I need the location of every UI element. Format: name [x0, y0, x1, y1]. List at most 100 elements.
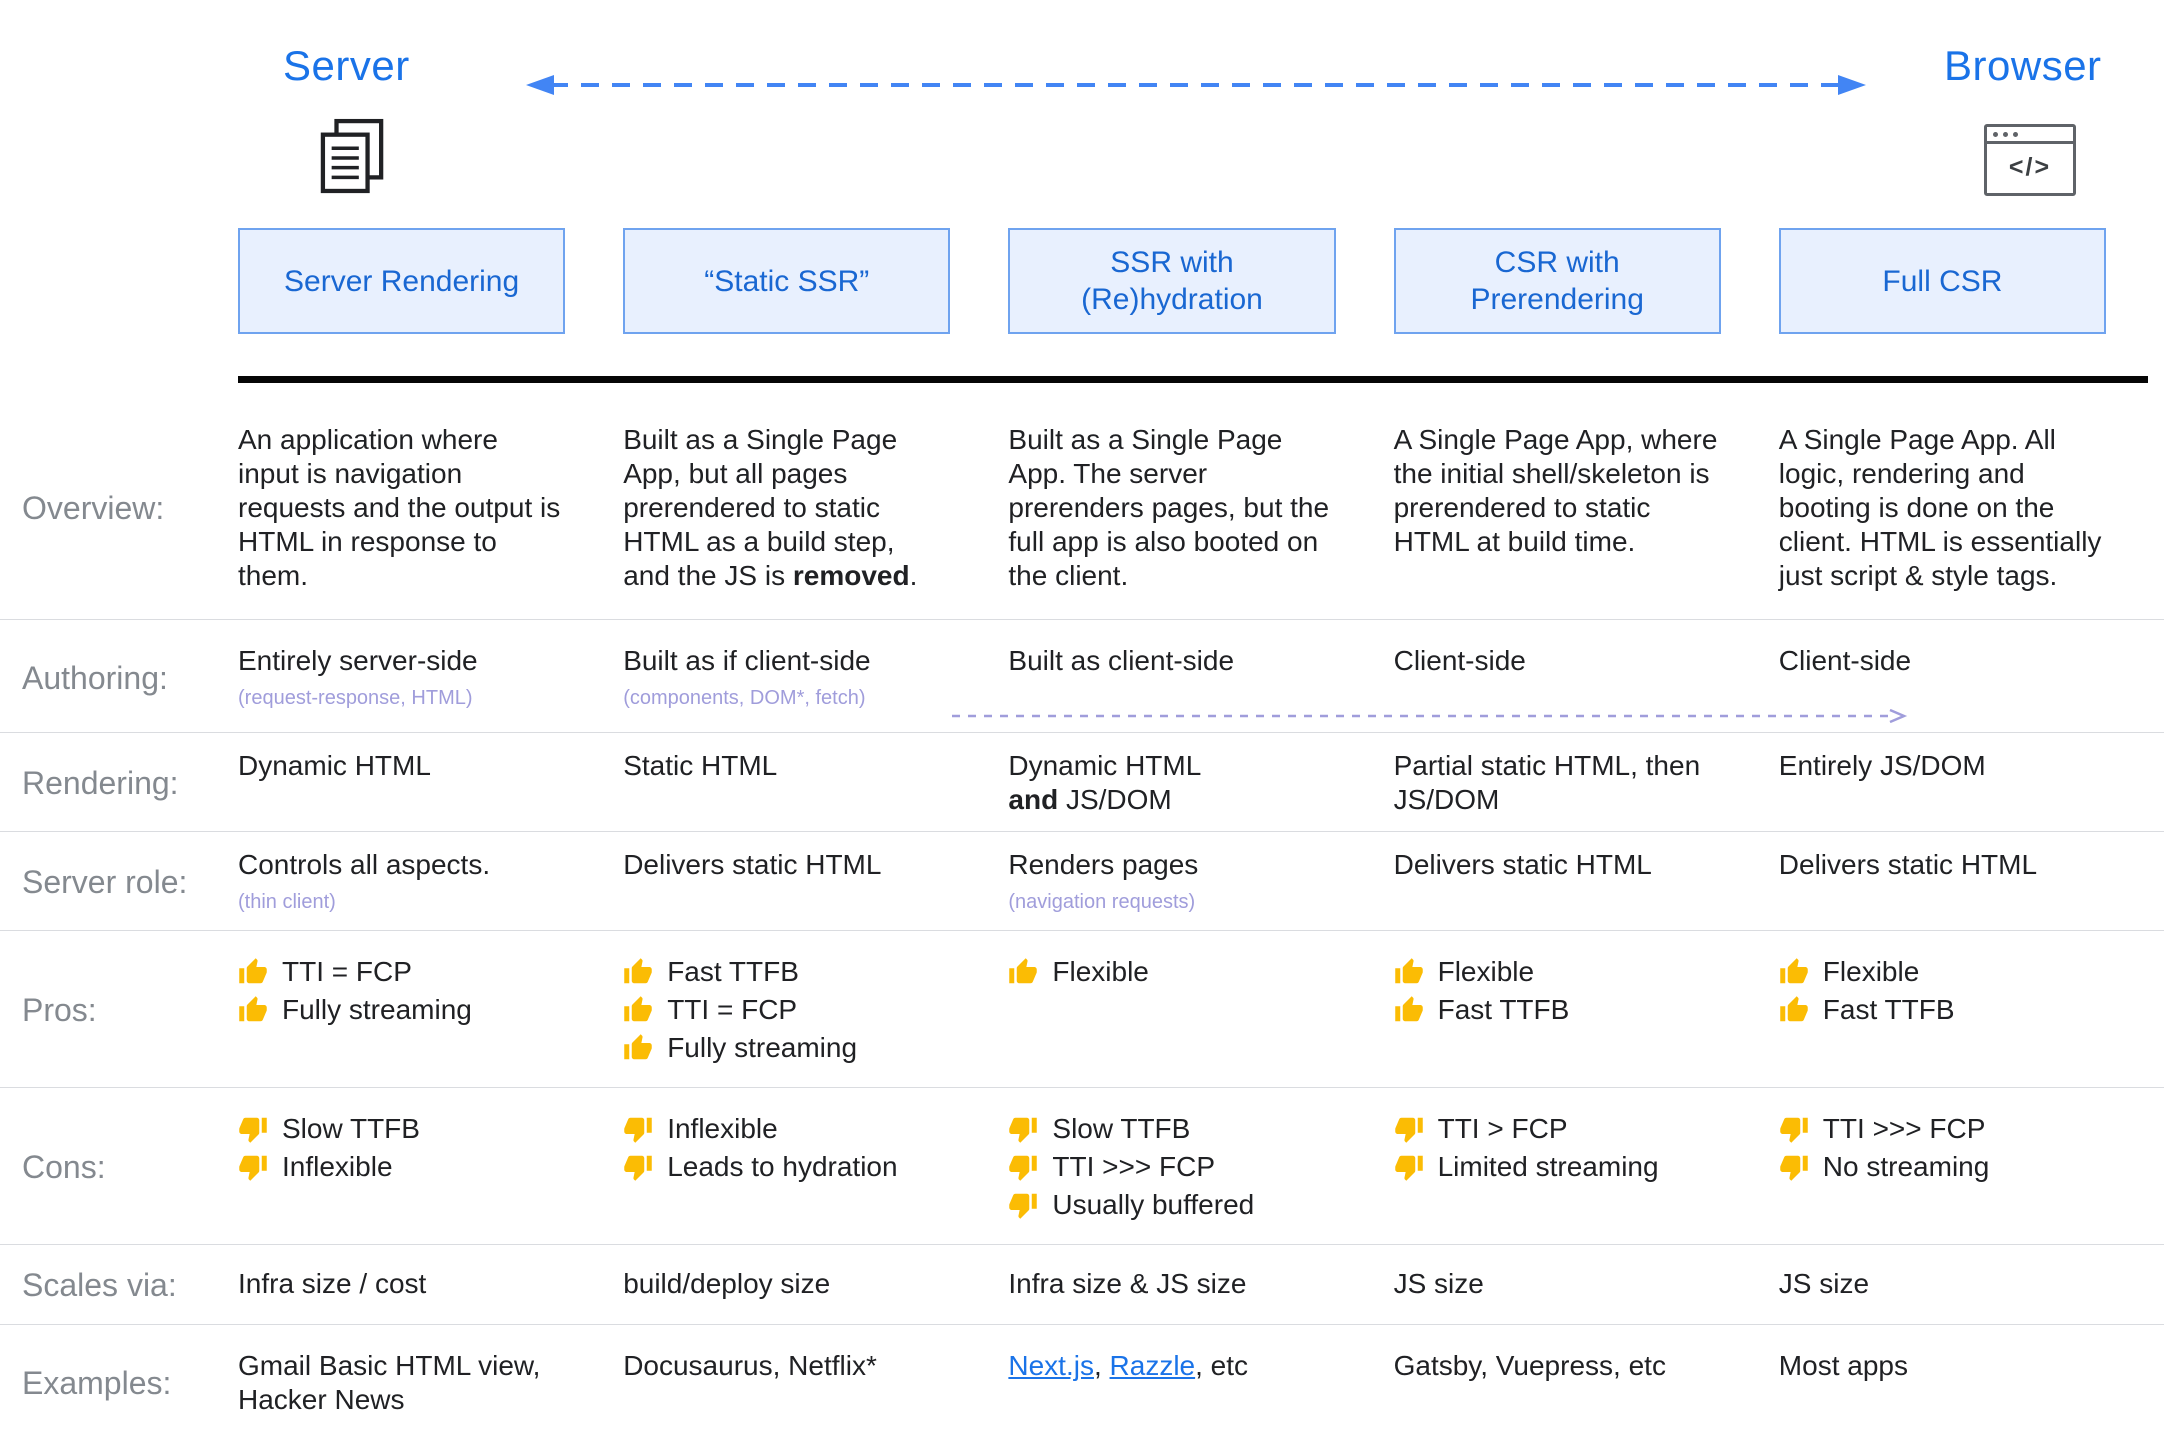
con-item: Limited streaming — [1394, 1148, 1719, 1186]
item-text: Leads to hydration — [667, 1151, 898, 1182]
thumbs-up-icon — [239, 958, 267, 984]
server-role-full-csr: Delivers static HTML — [1779, 848, 2164, 882]
server-role-server-rendering: Controls all aspects. (thin client) — [238, 848, 623, 916]
con-item: No streaming — [1779, 1148, 2104, 1186]
scales-server-rendering: Infra size / cost — [238, 1268, 427, 1299]
row-pros: Pros: TTI = FCP Fully streaming Fast TTFB… — [0, 931, 2164, 1088]
authoring-server-rendering: Entirely server-side (request-response, H… — [238, 644, 623, 712]
text-segment: Static HTML — [623, 750, 778, 781]
thumbs-down-icon — [1780, 1155, 1808, 1181]
row-label-examples: Examples: — [22, 1364, 172, 1401]
item-text: TTI >>> FCP — [1052, 1151, 1215, 1182]
item-text: Fast TTFB — [1437, 994, 1570, 1025]
thumbs-up-icon — [239, 996, 267, 1022]
con-item: TTI >>> FCP — [1779, 1110, 2104, 1148]
row-cons: Cons: Slow TTFB Inflexible Inflexible Lead… — [0, 1088, 2164, 1245]
thumbs-down-icon — [1009, 1117, 1038, 1143]
server-role-csr-prerendering: Delivers static HTML — [1394, 848, 1779, 882]
pros-full-csr: Flexible Fast TTFB — [1779, 953, 2164, 1029]
row-examples: Examples: Gmail Basic HTML view, Hacker … — [0, 1325, 2164, 1441]
pro-item: Fully streaming — [238, 991, 563, 1029]
examples-csr-prerendering: Gatsby, Vuepress, etc — [1394, 1349, 1779, 1383]
pro-item: Fully streaming — [623, 1029, 948, 1067]
rendering-static-ssr: Static HTML — [623, 749, 1008, 783]
pro-item: Fast TTFB — [1394, 991, 1719, 1029]
con-item: TTI > FCP — [1394, 1110, 1719, 1148]
overview-full-csr: A Single Page App. All logic, rendering … — [1779, 423, 2164, 593]
con-item: TTI >>> FCP — [1008, 1148, 1333, 1186]
example-link[interactable]: Next.js — [1008, 1350, 1094, 1381]
overview-server-rendering: An application where input is navigation… — [238, 423, 623, 593]
text-segment: Most apps — [1778, 1350, 1908, 1381]
browser-axis-label: Browser — [1944, 42, 2102, 89]
thumbs-down-icon — [1009, 1193, 1038, 1219]
cons-static-ssr: Inflexible Leads to hydration — [623, 1110, 1008, 1186]
example-link[interactable]: Razzle — [1109, 1350, 1196, 1381]
document-pages-icon — [320, 118, 384, 194]
comparison-table: Overview: An application where input is … — [0, 383, 2164, 1441]
text-segment: removed — [792, 560, 910, 591]
header-spacer — [0, 228, 238, 334]
text-segment: (navigation requests) — [1008, 891, 1196, 913]
text-segment: . — [909, 560, 918, 591]
cons-ssr-rehydration: Slow TTFB TTI >>> FCP Usually buffered — [1008, 1110, 1393, 1224]
text-segment: Delivers static HTML — [623, 849, 882, 880]
text-segment: Gatsby, Vuepress, etc — [1393, 1350, 1666, 1381]
item-text: Slow TTFB — [282, 1113, 420, 1144]
row-overview: Overview: An application where input is … — [0, 383, 2164, 620]
item-text: TTI = FCP — [667, 994, 798, 1025]
scales-csr-prerendering: JS size — [1393, 1268, 1484, 1299]
thumbs-up-icon — [1009, 958, 1038, 984]
text-segment: Client-side — [1393, 645, 1526, 676]
overview-static-ssr: Built as a Single Page App, but all page… — [623, 423, 1008, 593]
text-segment: Partial static HTML, then JS/DOM — [1393, 750, 1701, 815]
text-segment: (thin client) — [238, 891, 336, 913]
window-dot-icon — [1993, 131, 1998, 137]
item-text: TTI >>> FCP — [1822, 1113, 1986, 1144]
item-text: Fully streaming — [667, 1032, 858, 1063]
rendering-csr-prerendering: Partial static HTML, then JS/DOM — [1394, 749, 1779, 817]
text-segment: An application where input is navigation… — [238, 424, 561, 591]
rendering-server-rendering: Dynamic HTML — [238, 749, 623, 783]
row-label-authoring: Authoring: — [22, 659, 168, 696]
row-label-scales-via: Scales via: — [22, 1267, 177, 1303]
authoring-full-csr: Client-side — [1779, 644, 2164, 678]
authoring-csr-prerendering: Client-side — [1394, 644, 1779, 678]
item-text: Flexible — [1052, 956, 1149, 987]
text-segment: Built as a Single Page App, but all page… — [623, 424, 898, 591]
row-scales-via: Scales via: Infra size / cost build/depl… — [0, 1245, 2164, 1325]
item-text: TTI > FCP — [1437, 1113, 1568, 1144]
header-csr-prerendering: CSR with Prerendering — [1393, 228, 1721, 334]
thumbs-up-icon — [1394, 996, 1423, 1022]
thumbs-up-icon — [1780, 958, 1808, 984]
row-label-server-role: Server role: — [22, 863, 188, 900]
text-segment: Dynamic HTML — [1008, 750, 1202, 781]
item-text: Fast TTFB — [1822, 994, 1955, 1025]
pro-item: TTI = FCP — [623, 991, 948, 1029]
pros-ssr-rehydration: Flexible — [1008, 953, 1393, 991]
item-text: Flexible — [1437, 956, 1535, 987]
thumbs-down-icon — [239, 1117, 267, 1143]
row-server-role: Server role: Controls all aspects. (thin … — [0, 832, 2164, 931]
con-item: Inflexible — [623, 1110, 948, 1148]
examples-server-rendering: Gmail Basic HTML view, Hacker News — [238, 1349, 623, 1417]
pro-item: TTI = FCP — [238, 953, 563, 991]
item-text: Slow TTFB — [1052, 1113, 1191, 1144]
text-segment: Client-side — [1778, 645, 1912, 676]
pros-csr-prerendering: Flexible Fast TTFB — [1394, 953, 1779, 1029]
text-segment: and — [1008, 784, 1059, 815]
pro-item: Fast TTFB — [1779, 991, 2104, 1029]
pro-item: Flexible — [1394, 953, 1719, 991]
text-segment: , etc — [1195, 1350, 1249, 1381]
pros-server-rendering: TTI = FCP Fully streaming — [238, 953, 623, 1029]
text-segment: Entirely JS/DOM — [1778, 750, 1986, 781]
text-segment: Built as client-side — [1008, 645, 1235, 676]
column-headers-row: Server Rendering “Static SSR” SSR with (… — [0, 228, 2164, 334]
item-text: Fast TTFB — [667, 956, 799, 987]
window-dot-icon — [2003, 131, 2008, 137]
row-rendering: Rendering: Dynamic HTML Static HTML Dyna… — [0, 733, 2164, 832]
item-text: Flexible — [1822, 956, 1920, 987]
row-authoring: Authoring: Entirely server-side (request-… — [0, 620, 2164, 733]
overview-csr-prerendering: A Single Page App, where the initial she… — [1394, 423, 1779, 559]
